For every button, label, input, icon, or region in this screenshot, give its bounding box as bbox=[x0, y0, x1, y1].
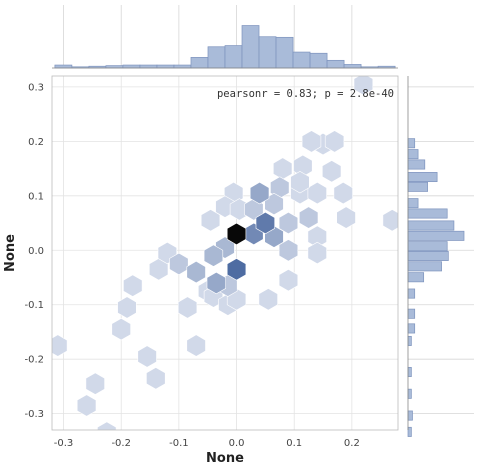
right-histogram-bar bbox=[407, 261, 442, 272]
right-histogram-bar bbox=[407, 181, 428, 192]
top-histogram-bar bbox=[326, 59, 345, 69]
hexbin-cell bbox=[206, 271, 226, 295]
right-histogram-bar bbox=[407, 426, 412, 437]
hexbin-cell bbox=[382, 209, 398, 232]
top-histogram-bar bbox=[139, 64, 158, 69]
hexbin-cell bbox=[336, 206, 356, 229]
right-histogram-bar bbox=[407, 367, 412, 377]
hexbin-cell bbox=[52, 334, 68, 357]
y-tick-label: 0.1 bbox=[28, 191, 44, 202]
hexbin-cell bbox=[203, 244, 224, 267]
hexbin-cell bbox=[169, 252, 189, 276]
hexbin-cell bbox=[117, 296, 137, 319]
hexbin-cell bbox=[123, 274, 143, 297]
hexbin-cell bbox=[258, 288, 278, 311]
hexbin-cell bbox=[333, 181, 353, 205]
hexbin-cell bbox=[177, 296, 198, 319]
top-histogram-bar bbox=[54, 64, 73, 69]
hexbin-cell bbox=[278, 269, 299, 292]
right-histogram-bar bbox=[407, 208, 448, 219]
y-tick-label: 0.2 bbox=[28, 137, 44, 148]
plot-frame bbox=[51, 75, 399, 431]
right-histogram-bar bbox=[407, 308, 416, 319]
right-histogram-bar bbox=[407, 272, 425, 283]
top-histogram-bar bbox=[207, 46, 226, 69]
right-histogram-bar bbox=[407, 241, 448, 252]
y-tick-label: -0.3 bbox=[24, 409, 44, 420]
right-histogram-bar bbox=[407, 388, 412, 399]
y-axis-label: None bbox=[3, 234, 18, 272]
x-tick-label: -0.3 bbox=[54, 438, 74, 449]
right-histogram-bar bbox=[407, 230, 465, 241]
hexbin-cell bbox=[301, 130, 322, 153]
right-histogram-bar bbox=[407, 172, 438, 183]
y-tick-label: -0.2 bbox=[24, 355, 44, 366]
right-histogram-bar bbox=[407, 138, 416, 149]
joint-hexbin-plot: -0.3 -0.2 -0.1 0.0 0.1 0.2 0.3 0.2 0.1 0.0 -0.1 -0… bbox=[24, 75, 399, 449]
hexbin-cell bbox=[307, 241, 327, 265]
hexbin-cell bbox=[186, 334, 206, 357]
x-tick-label: 0.0 bbox=[229, 438, 245, 449]
hexbin-cell bbox=[249, 181, 270, 205]
hexbin-cell bbox=[324, 130, 345, 153]
right-histogram-bar bbox=[407, 251, 449, 261]
hexbin-cell bbox=[146, 367, 166, 390]
hexbin-cell bbox=[290, 171, 310, 194]
hexbin-cell bbox=[85, 372, 105, 395]
top-histogram-bar bbox=[241, 25, 260, 69]
right-histogram-bar bbox=[407, 335, 412, 346]
top-histogram-bar bbox=[224, 45, 243, 69]
right-histogram-bar bbox=[407, 149, 419, 160]
top-histogram-bar bbox=[122, 64, 141, 69]
top-histogram-bar bbox=[292, 51, 311, 69]
y-tick-label: 0.3 bbox=[28, 82, 44, 93]
hexbin-cell bbox=[321, 160, 342, 183]
hexbin-cell bbox=[353, 76, 374, 96]
x-tick-label: -0.2 bbox=[111, 438, 131, 449]
top-histogram-bar bbox=[173, 64, 192, 69]
x-tick-label: 0.1 bbox=[286, 438, 302, 449]
hexbin-cell bbox=[186, 260, 206, 284]
right-histogram-bar bbox=[407, 323, 416, 334]
hexbin-cell bbox=[97, 421, 117, 430]
top-histogram-bar bbox=[309, 52, 328, 69]
hexbin-cell bbox=[255, 211, 276, 235]
top-histogram-bar bbox=[275, 36, 294, 69]
pearsonr-annotation: pearsonr = 0.83; p = 2.8e-40 bbox=[217, 88, 394, 100]
right-histogram-bar bbox=[407, 410, 413, 421]
right-histogram-bar bbox=[407, 198, 419, 209]
hexbin-cell bbox=[226, 258, 247, 281]
right-marginal-histogram bbox=[407, 76, 474, 437]
right-histogram-bar bbox=[407, 220, 455, 231]
right-histogram-bar bbox=[407, 288, 416, 299]
x-tick-label: -0.1 bbox=[169, 438, 189, 449]
hexbin-cell bbox=[149, 258, 169, 281]
top-histogram-bar bbox=[190, 57, 209, 69]
top-histogram-bar bbox=[156, 64, 175, 69]
right-histogram-bar bbox=[407, 159, 426, 170]
top-marginal-histogram bbox=[52, 5, 398, 69]
hexbin-cell bbox=[298, 206, 319, 229]
y-tick-label: -0.1 bbox=[24, 300, 44, 311]
top-histogram-bar bbox=[343, 64, 362, 69]
hexbin-cell bbox=[278, 211, 299, 235]
hexbin-cell bbox=[226, 222, 247, 246]
hexbin-cell bbox=[111, 318, 131, 341]
hexbin-cell bbox=[76, 394, 97, 417]
hexbin-cell bbox=[244, 198, 264, 221]
y-tick-label: 0.0 bbox=[28, 246, 44, 257]
x-axis-label: None bbox=[206, 451, 244, 466]
x-tick-label: 0.2 bbox=[344, 438, 360, 449]
top-histogram-bar bbox=[258, 36, 277, 69]
hexbin-cell bbox=[137, 345, 157, 368]
